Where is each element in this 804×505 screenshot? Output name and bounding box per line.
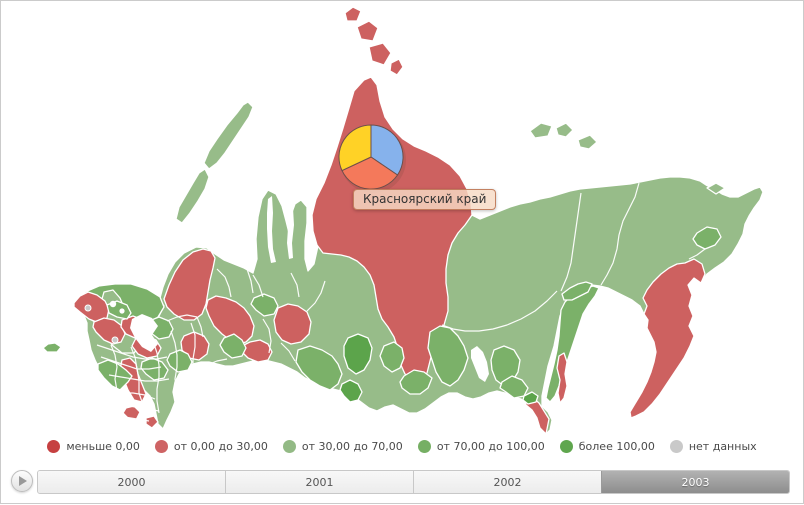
legend-item: от 30,00 до 70,00 (282, 439, 403, 453)
play-button[interactable] (11, 470, 33, 492)
map-region[interactable] (219, 333, 247, 359)
legend-color-dot (669, 439, 683, 453)
map-region[interactable] (205, 295, 255, 345)
map-region[interactable] (42, 342, 62, 353)
map-region[interactable] (556, 352, 568, 404)
map-region[interactable] (389, 58, 404, 76)
map-region[interactable] (344, 6, 362, 22)
map-region[interactable] (166, 349, 193, 373)
taz-gulf (287, 208, 294, 259)
pie-slice-salmon[interactable] (341, 156, 399, 190)
map-region[interactable] (273, 303, 312, 345)
no-data-city-dot[interactable] (111, 336, 119, 344)
legend-label: более 100,00 (578, 439, 655, 453)
map-region[interactable] (427, 325, 469, 387)
map-region[interactable] (692, 226, 722, 250)
legend-item: меньше 0,00 (47, 439, 140, 453)
legend-item: более 100,00 (559, 439, 655, 453)
legend-label: от 0,00 до 30,00 (173, 439, 268, 453)
ob-gulf (267, 196, 276, 263)
map-region[interactable] (343, 333, 373, 375)
map-region[interactable] (163, 248, 216, 321)
legend-label: от 70,00 до 100,00 (436, 439, 545, 453)
map-region[interactable] (241, 339, 273, 363)
lake-onega (119, 308, 125, 314)
map-region[interactable] (629, 258, 706, 419)
legend-item: от 70,00 до 100,00 (417, 439, 545, 453)
map-region[interactable] (203, 101, 254, 170)
map-legend: меньше 0,00 от 0,00 до 30,00 от 30,00 до 7… (1, 434, 803, 458)
legend-color-dot (282, 439, 296, 453)
map-region[interactable] (522, 391, 539, 405)
map-region[interactable] (175, 168, 210, 224)
map-region[interactable] (399, 369, 433, 395)
region-border-lines (96, 182, 706, 422)
legend-label: меньше 0,00 (66, 439, 140, 453)
map-region[interactable] (122, 405, 141, 421)
map-region[interactable] (356, 20, 379, 42)
legend-item: от 0,00 до 30,00 (154, 439, 268, 453)
map-region[interactable] (250, 293, 279, 317)
map-region[interactable] (577, 134, 598, 150)
pie-slice-yellow[interactable] (338, 124, 372, 172)
legend-color-dot (47, 439, 61, 453)
legend-color-dot (154, 439, 168, 453)
map-region[interactable] (97, 359, 133, 391)
map-region[interactable] (295, 345, 343, 391)
map-region[interactable] (73, 291, 110, 324)
map-region[interactable] (529, 122, 553, 139)
map-region[interactable] (561, 281, 593, 301)
map-region[interactable] (145, 415, 159, 429)
no-data-city-dot[interactable] (84, 304, 92, 312)
map-region[interactable] (368, 42, 392, 66)
legend-label: от 30,00 до 70,00 (301, 439, 403, 453)
region-tooltip: Красноярский край (353, 189, 497, 210)
legend-color-dot (559, 439, 573, 453)
play-icon (19, 476, 27, 486)
pie-chart[interactable] (338, 124, 404, 190)
lake-ladoga (109, 300, 117, 308)
pie-slice-blue[interactable] (370, 124, 404, 176)
timeline-year-2002[interactable]: 2002 (413, 471, 601, 493)
timeline-slider[interactable]: 2000 2001 2002 2003 (37, 470, 790, 494)
timeline-year-2000[interactable]: 2000 (38, 471, 225, 493)
lake-baikal (471, 346, 489, 382)
legend-item: нет данных (669, 439, 757, 453)
white-sea (130, 314, 158, 352)
timeline-year-2003[interactable]: 2003 (601, 471, 789, 493)
timeline-year-2001[interactable]: 2001 (225, 471, 413, 493)
map-region[interactable] (706, 182, 726, 195)
map-region[interactable] (524, 396, 550, 435)
map-region[interactable] (339, 379, 363, 403)
legend-label: нет данных (688, 439, 757, 453)
map-region[interactable] (379, 341, 405, 373)
map-region[interactable] (555, 122, 574, 138)
legend-color-dot (417, 439, 431, 453)
